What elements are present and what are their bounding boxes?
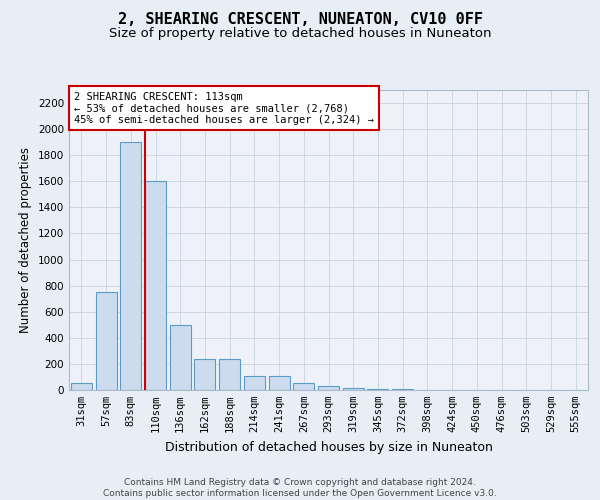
Bar xyxy=(120,142,141,390)
Text: 2, SHEARING CRESCENT, NUNEATON, CV10 0FF: 2, SHEARING CRESCENT, NUNEATON, CV10 0FF xyxy=(118,12,482,28)
X-axis label: Distribution of detached houses by size in Nuneaton: Distribution of detached houses by size … xyxy=(164,440,493,454)
Bar xyxy=(343,388,364,390)
Bar xyxy=(293,383,314,390)
Bar xyxy=(269,376,290,390)
Bar xyxy=(244,376,265,390)
Text: Contains HM Land Registry data © Crown copyright and database right 2024.
Contai: Contains HM Land Registry data © Crown c… xyxy=(103,478,497,498)
Text: 2 SHEARING CRESCENT: 113sqm
← 53% of detached houses are smaller (2,768)
45% of : 2 SHEARING CRESCENT: 113sqm ← 53% of det… xyxy=(74,92,374,124)
Bar xyxy=(170,325,191,390)
Bar xyxy=(219,358,240,390)
Bar xyxy=(71,384,92,390)
Bar xyxy=(318,386,339,390)
Bar xyxy=(145,182,166,390)
Bar xyxy=(367,389,388,390)
Bar xyxy=(194,358,215,390)
Text: Size of property relative to detached houses in Nuneaton: Size of property relative to detached ho… xyxy=(109,28,491,40)
Bar xyxy=(95,292,116,390)
Y-axis label: Number of detached properties: Number of detached properties xyxy=(19,147,32,333)
